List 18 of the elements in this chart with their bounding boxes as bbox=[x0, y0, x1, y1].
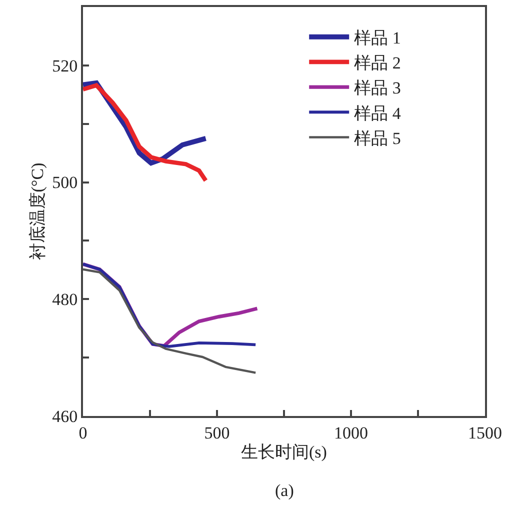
legend-label: 样品 4 bbox=[354, 104, 402, 123]
y-tick-label: 520 bbox=[52, 56, 78, 76]
legend-label: 样品 2 bbox=[354, 54, 401, 73]
x-tick-label: 500 bbox=[204, 423, 230, 442]
x-tick-label: 1500 bbox=[468, 423, 502, 442]
y-tick-label: 480 bbox=[52, 290, 78, 310]
text: (a) bbox=[275, 481, 294, 500]
legend-label: 样品 1 bbox=[354, 28, 401, 48]
y-axis-title: 衬底温度(°C) bbox=[28, 162, 48, 260]
line-series bbox=[83, 268, 257, 374]
y-tick-label: 460 bbox=[52, 406, 78, 426]
y-tick-label: 500 bbox=[52, 173, 78, 192]
legend-label: 样品 5 bbox=[354, 128, 401, 148]
x-tick-label: 0 bbox=[78, 423, 88, 442]
x-tick-label: 1000 bbox=[334, 423, 368, 442]
x-axis-title: 生长时间(s) bbox=[241, 442, 327, 462]
legend-label: 样品 3 bbox=[354, 78, 401, 98]
line-series bbox=[83, 83, 208, 183]
